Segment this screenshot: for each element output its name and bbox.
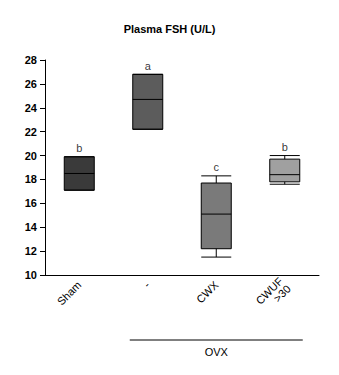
svg-text:CWX: CWX xyxy=(194,278,221,305)
svg-text:16: 16 xyxy=(25,197,37,209)
svg-text:28: 28 xyxy=(25,54,37,66)
svg-text:26: 26 xyxy=(25,78,37,90)
svg-text:Sham: Sham xyxy=(55,279,84,308)
svg-text:12: 12 xyxy=(25,245,37,257)
svg-text:20: 20 xyxy=(25,150,37,162)
svg-text:14: 14 xyxy=(25,221,38,233)
svg-text:-: - xyxy=(141,279,152,290)
svg-text:b: b xyxy=(282,141,288,153)
svg-text:22: 22 xyxy=(25,126,37,138)
svg-text:b: b xyxy=(76,142,82,154)
svg-text:c: c xyxy=(214,161,220,173)
svg-text:CWUF: CWUF xyxy=(253,274,286,307)
svg-text:OVX: OVX xyxy=(205,346,229,358)
svg-text:Plasma FSH (U/L): Plasma FSH (U/L) xyxy=(124,23,216,35)
svg-text:18: 18 xyxy=(25,173,37,185)
svg-text:10: 10 xyxy=(25,269,37,281)
svg-text:24: 24 xyxy=(25,102,38,114)
svg-text:>30: >30 xyxy=(271,283,293,305)
svg-text:a: a xyxy=(145,60,152,72)
